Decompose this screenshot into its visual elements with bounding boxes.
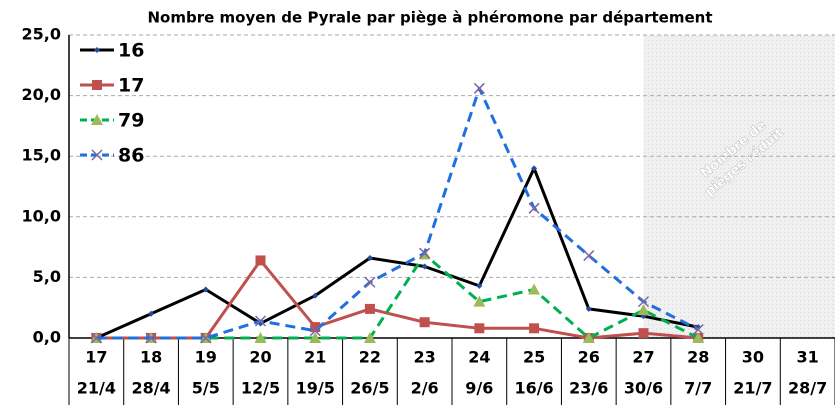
marker bbox=[583, 250, 595, 262]
marker bbox=[254, 315, 267, 327]
marker bbox=[364, 276, 376, 288]
x-tick-label: 26 bbox=[578, 348, 600, 367]
x-tick-label: 25 bbox=[523, 348, 545, 367]
marker bbox=[94, 47, 100, 53]
x-date-label: 19/5 bbox=[296, 379, 335, 398]
marker bbox=[364, 303, 375, 314]
marker bbox=[419, 317, 430, 328]
marker bbox=[473, 295, 486, 307]
marker bbox=[200, 332, 212, 344]
marker bbox=[476, 282, 483, 289]
marker bbox=[637, 296, 650, 308]
x-tick-label: 20 bbox=[249, 348, 271, 367]
x-date-label: 21/7 bbox=[733, 379, 772, 398]
y-tick-label: 15,0 bbox=[22, 146, 61, 165]
x-tick-label: 30 bbox=[742, 348, 764, 367]
marker bbox=[310, 322, 321, 333]
x-date-label: 28/7 bbox=[788, 379, 827, 398]
series-line bbox=[95, 166, 699, 340]
marker bbox=[474, 323, 485, 334]
x-date-label: 30/6 bbox=[624, 379, 663, 398]
marker bbox=[419, 247, 431, 259]
marker bbox=[148, 310, 155, 317]
x-tick-label: 21 bbox=[304, 348, 326, 367]
x-date-label: 28/4 bbox=[131, 379, 170, 398]
marker bbox=[585, 305, 592, 312]
x-tick-label: 19 bbox=[195, 348, 217, 367]
series-line bbox=[96, 86, 699, 340]
x-tick-label: 31 bbox=[797, 348, 819, 367]
marker bbox=[366, 255, 373, 262]
legend-label: 86 bbox=[118, 145, 144, 167]
marker bbox=[91, 149, 103, 161]
x-tick-label: 24 bbox=[468, 348, 490, 367]
marker bbox=[309, 325, 321, 337]
x-date-label: 2/6 bbox=[411, 379, 439, 398]
y-tick-label: 25,0 bbox=[22, 25, 61, 44]
y-tick-label: 20,0 bbox=[22, 85, 61, 104]
marker bbox=[312, 292, 319, 299]
x-tick-label: 28 bbox=[687, 348, 709, 367]
marker bbox=[637, 304, 650, 316]
marker bbox=[309, 332, 322, 343]
x-date-label: 5/5 bbox=[192, 379, 220, 398]
marker bbox=[363, 332, 376, 343]
marker bbox=[92, 80, 102, 90]
marker bbox=[202, 286, 209, 293]
chart-title: Nombre moyen de Pyrale par piège à phéro… bbox=[148, 9, 713, 27]
legend-label: 16 bbox=[118, 40, 144, 62]
marker bbox=[692, 332, 705, 343]
x-tick-label: 22 bbox=[359, 348, 381, 367]
x-tick-label: 27 bbox=[632, 348, 654, 367]
marker bbox=[255, 255, 266, 266]
x-date-label: 12/5 bbox=[241, 379, 280, 398]
legend-label: 79 bbox=[118, 110, 144, 132]
marker bbox=[91, 114, 103, 125]
x-date-label: 23/6 bbox=[569, 379, 608, 398]
legend-label: 17 bbox=[118, 75, 144, 97]
marker bbox=[421, 263, 428, 270]
marker bbox=[582, 332, 595, 343]
x-date-label: 21/4 bbox=[77, 379, 116, 398]
y-tick-label: 5,0 bbox=[33, 267, 61, 286]
marker bbox=[473, 82, 485, 94]
x-date-label: 9/6 bbox=[465, 379, 493, 398]
x-tick-label: 18 bbox=[140, 348, 162, 367]
marker bbox=[528, 283, 541, 295]
marker bbox=[145, 332, 157, 344]
x-tick-label: 23 bbox=[414, 348, 436, 367]
x-date-label: 7/7 bbox=[684, 379, 712, 398]
x-date-label: 16/6 bbox=[514, 379, 553, 398]
marker bbox=[254, 332, 267, 343]
x-tick-label: 17 bbox=[85, 348, 107, 367]
x-date-label: 26/5 bbox=[350, 379, 389, 398]
marker bbox=[90, 332, 102, 344]
marker bbox=[528, 202, 540, 214]
shaded-region bbox=[643, 35, 835, 338]
marker bbox=[692, 323, 704, 336]
marker bbox=[531, 165, 538, 172]
marker bbox=[529, 323, 540, 334]
y-tick-label: 10,0 bbox=[22, 206, 61, 225]
y-tick-label: 0,0 bbox=[33, 328, 61, 347]
marker bbox=[638, 328, 649, 339]
